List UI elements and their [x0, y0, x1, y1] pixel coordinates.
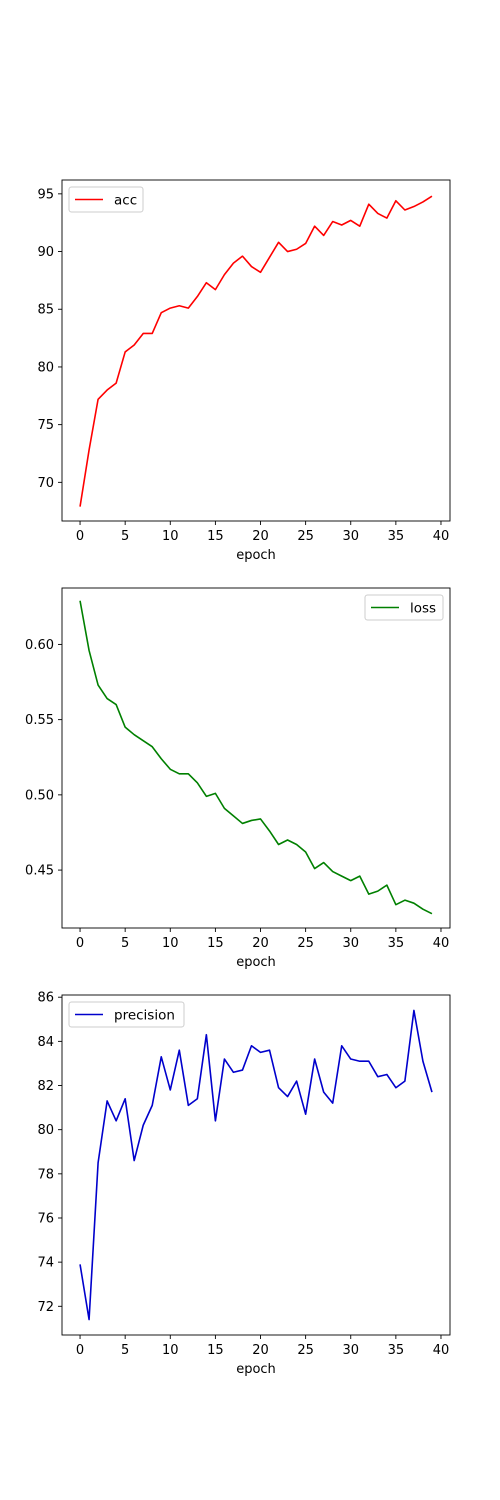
- x-tick-label: 5: [121, 529, 129, 544]
- y-tick-label: 0.45: [25, 864, 54, 879]
- y-tick-label: 0.50: [25, 788, 54, 803]
- x-tick-label: 25: [297, 936, 314, 951]
- y-tick-label: 0.55: [25, 713, 54, 728]
- legend-label: acc: [114, 193, 137, 209]
- x-tick-label: 15: [207, 936, 224, 951]
- plot-frame: [61, 587, 451, 929]
- legend-box: [364, 594, 444, 621]
- y-tick-label: 72: [37, 1300, 54, 1315]
- x-axis-label: epoch: [236, 955, 276, 970]
- y-tick-label: 85: [37, 303, 54, 318]
- x-tick-label: 0: [76, 529, 84, 544]
- x-tick-label: 40: [433, 936, 450, 951]
- x-tick-label: 15: [207, 529, 224, 544]
- x-tick-label: 40: [433, 1343, 450, 1358]
- y-tick-label: 0.60: [25, 638, 54, 653]
- x-tick-label: 15: [207, 1343, 224, 1358]
- x-tick-label: 5: [121, 936, 129, 951]
- x-tick-label: 10: [162, 1343, 179, 1358]
- y-tick-label: 80: [37, 360, 54, 375]
- x-tick-label: 35: [388, 1343, 405, 1358]
- legend-label: precision: [114, 1008, 175, 1024]
- y-tick-label: 75: [37, 418, 54, 433]
- legend-label: loss: [410, 601, 436, 617]
- legend: loss: [364, 594, 444, 621]
- x-axis-label: epoch: [236, 1362, 276, 1377]
- y-tick-label: 90: [37, 245, 54, 260]
- y-tick-label: 86: [37, 991, 54, 1006]
- x-tick-label: 30: [342, 529, 359, 544]
- y-tick-label: 70: [37, 476, 54, 491]
- y-tick-label: 82: [37, 1079, 54, 1094]
- y-tick-label: 78: [37, 1167, 54, 1182]
- x-tick-label: 35: [388, 529, 405, 544]
- x-tick-label: 40: [433, 529, 450, 544]
- y-tick-label: 74: [37, 1256, 54, 1271]
- x-tick-label: 30: [342, 936, 359, 951]
- x-tick-label: 20: [252, 936, 269, 951]
- chart-1: 0 5 10 15 20 25 30 35 40 70 75 80 85 90 95 epoch acc: [37, 179, 451, 563]
- legend-box: [68, 186, 144, 213]
- x-tick-label: 10: [162, 936, 179, 951]
- y-tick-label: 84: [37, 1035, 54, 1050]
- x-tick-label: 20: [252, 1343, 269, 1358]
- chart-2: 0 5 10 15 20 25 30 35 40 0.45 0.50 0.55 0.60 epoch los…: [25, 587, 451, 970]
- x-tick-label: 20: [252, 529, 269, 544]
- legend: acc: [68, 186, 144, 213]
- legend-box: [68, 1001, 185, 1028]
- series-line-acc: [79, 195, 433, 507]
- x-tick-label: 25: [297, 529, 314, 544]
- x-tick-label: 0: [76, 1343, 84, 1358]
- series-line-precision: [79, 1009, 433, 1321]
- y-tick-label: 76: [37, 1211, 54, 1226]
- x-tick-label: 5: [121, 1343, 129, 1358]
- plot-frame: [61, 179, 451, 522]
- y-tick-label: 80: [37, 1123, 54, 1138]
- x-tick-label: 35: [388, 936, 405, 951]
- x-tick-label: 0: [76, 936, 84, 951]
- x-tick-label: 10: [162, 529, 179, 544]
- series-line-loss: [79, 600, 433, 915]
- y-tick-label: 95: [37, 187, 54, 202]
- x-tick-label: 25: [297, 1343, 314, 1358]
- x-axis-label: epoch: [236, 548, 276, 563]
- chart-3: 0 5 10 15 20 25 30 35 40 72 74 76 78 80 82 84 86 epoch pre…: [37, 991, 451, 1377]
- x-tick-label: 30: [342, 1343, 359, 1358]
- plot-frame: [61, 994, 451, 1336]
- legend: precision: [68, 1001, 185, 1028]
